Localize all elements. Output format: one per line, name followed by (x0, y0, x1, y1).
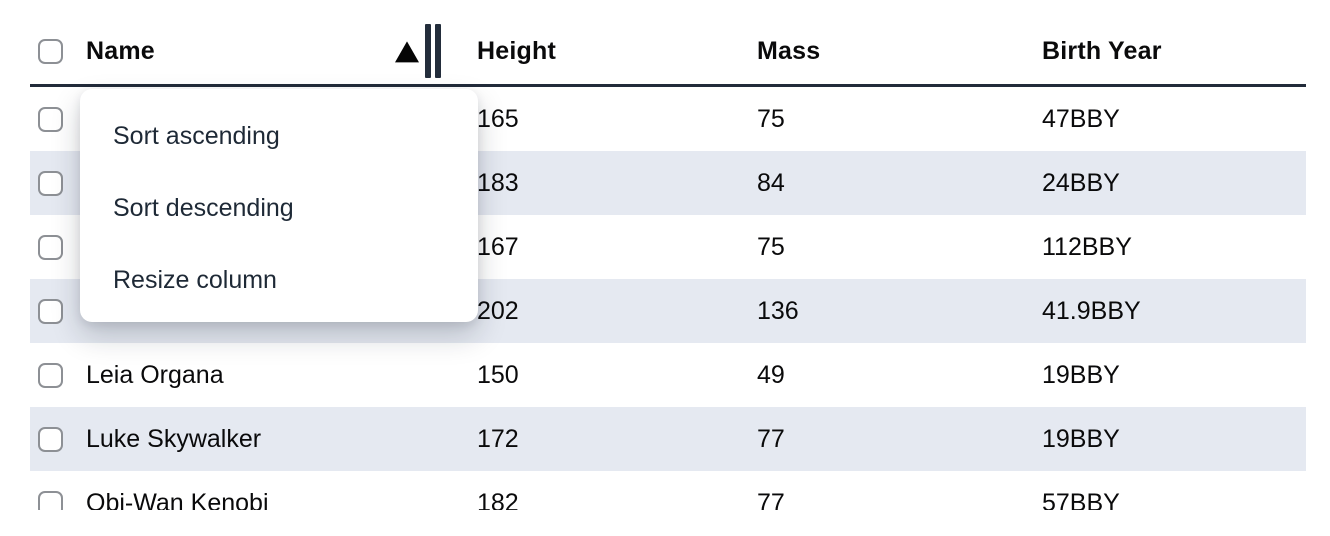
row-checkbox-cell (30, 298, 86, 324)
row-checkbox[interactable] (38, 170, 63, 196)
cell-height: 202 (477, 296, 519, 325)
resize-bar-right (435, 24, 441, 78)
cell-mass: 136 (757, 296, 799, 325)
column-resize-handle-icon[interactable] (425, 24, 441, 78)
cell-birth-year: 47BBY (1042, 104, 1120, 133)
column-header-name[interactable]: Name (86, 24, 477, 78)
cell-height: 183 (477, 168, 519, 197)
table-row: 165 75 47BBY (30, 87, 1306, 151)
table-body: 165 75 47BBY 183 84 24BBY 167 75 112BBY 202 136 41.… (30, 87, 1306, 510)
cell-birth-year: 19BBY (1042, 424, 1120, 453)
column-context-menu: Sort ascending Sort descending Resize co… (80, 89, 478, 322)
column-header-name-label: Name (86, 36, 155, 65)
cell-height: 167 (477, 232, 519, 261)
table-row: Luke Skywalker 172 77 19BBY (30, 407, 1306, 471)
table-row: 202 136 41.9BBY (30, 279, 1306, 343)
cell-birth-year: 57BBY (1042, 488, 1120, 511)
table-row: Obi-Wan Kenobi 182 77 57BBY (30, 471, 1306, 510)
row-checkbox-cell (30, 170, 86, 196)
cell-height: 165 (477, 104, 519, 133)
row-checkbox-cell (30, 106, 86, 132)
header-checkbox-cell (30, 38, 86, 64)
cell-birth-year: 19BBY (1042, 360, 1120, 389)
table-row: Leia Organa 150 49 19BBY (30, 343, 1306, 407)
table-row: 167 75 112BBY (30, 215, 1306, 279)
table-header-row: Name Height Mass Birth Year (30, 18, 1306, 87)
cell-birth-year: 41.9BBY (1042, 296, 1141, 325)
cell-height: 182 (477, 488, 519, 511)
resize-bar-left (425, 24, 431, 78)
cell-mass: 75 (757, 104, 785, 133)
cell-name: Leia Organa (86, 360, 224, 389)
cell-mass: 75 (757, 232, 785, 261)
cell-name: Obi-Wan Kenobi (86, 488, 269, 511)
menu-item-sort-descending[interactable]: Sort descending (113, 193, 294, 222)
cell-birth-year: 24BBY (1042, 168, 1120, 197)
row-checkbox-cell (30, 490, 86, 510)
data-table: Name Height Mass Birth Year 165 75 47BBY 18… (30, 0, 1306, 510)
menu-item-sort-ascending[interactable]: Sort ascending (113, 121, 280, 150)
row-checkbox[interactable] (38, 426, 63, 452)
column-header-mass[interactable]: Mass (757, 36, 821, 65)
row-checkbox[interactable] (38, 362, 63, 388)
column-header-height[interactable]: Height (477, 36, 556, 65)
row-checkbox[interactable] (38, 298, 63, 324)
menu-item-resize-column[interactable]: Resize column (113, 265, 277, 294)
cell-height: 150 (477, 360, 519, 389)
column-header-birth-year[interactable]: Birth Year (1042, 36, 1162, 65)
cell-mass: 77 (757, 488, 785, 511)
row-checkbox-cell (30, 234, 86, 260)
cell-mass: 77 (757, 424, 785, 453)
select-all-checkbox[interactable] (38, 38, 63, 64)
cell-birth-year: 112BBY (1042, 232, 1132, 261)
row-checkbox[interactable] (38, 490, 63, 510)
cell-mass: 84 (757, 168, 785, 197)
row-checkbox-cell (30, 362, 86, 388)
row-checkbox-cell (30, 426, 86, 452)
sort-ascending-icon (395, 41, 419, 63)
row-checkbox[interactable] (38, 234, 63, 260)
cell-mass: 49 (757, 360, 785, 389)
cell-name: Luke Skywalker (86, 424, 262, 453)
row-checkbox[interactable] (38, 106, 63, 132)
cell-height: 172 (477, 424, 519, 453)
